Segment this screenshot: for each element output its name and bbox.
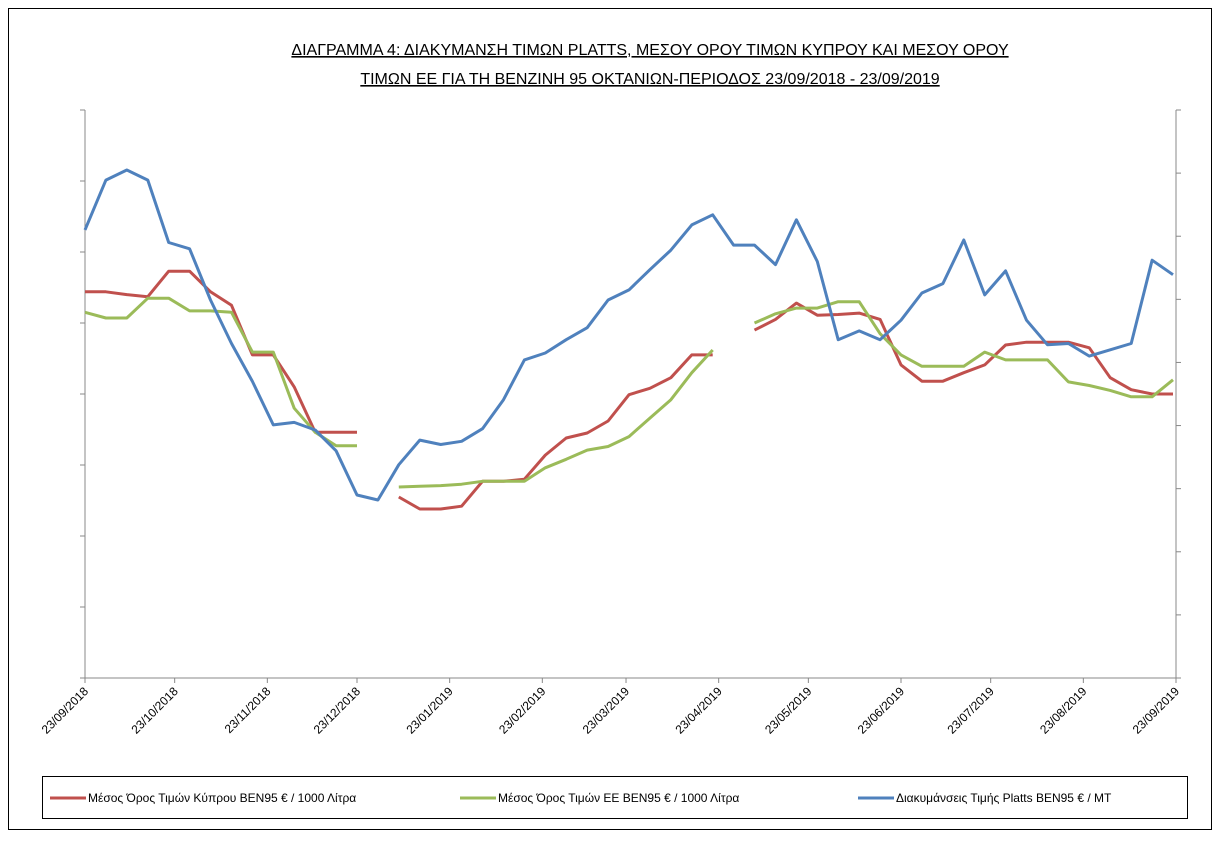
legend-label: Μέσος Όρος Τιμών Κύπρου ΒΕΝ95 € / 1000 Λ… bbox=[88, 791, 356, 805]
legend-label: Μέσος Όρος Τιμών ΕΕ ΒΕΝ95 € / 1000 Λίτρα bbox=[498, 791, 739, 805]
series-line bbox=[83, 168, 1174, 502]
series-line bbox=[85, 269, 1173, 511]
legend-label: Διακυμάνσεις Τιμής Platts ΒΕΝ95 € / MT bbox=[896, 791, 1112, 805]
chart-title: ΤΙΜΩΝ ΕΕ ΓΙΑ ΤΗ ΒΕΝΖΙΝΗ 95 ΟΚΤΑΝΙΩΝ-ΠΕΡΙ… bbox=[360, 71, 939, 88]
legend bbox=[42, 776, 1188, 819]
chart-title: ΔΙΑΓΡΑΜΜΑ 4: ΔΙΑΚΥΜΑΝΣΗ ΤΙΜΩΝ PLATTS, ΜΕ… bbox=[291, 42, 1009, 59]
